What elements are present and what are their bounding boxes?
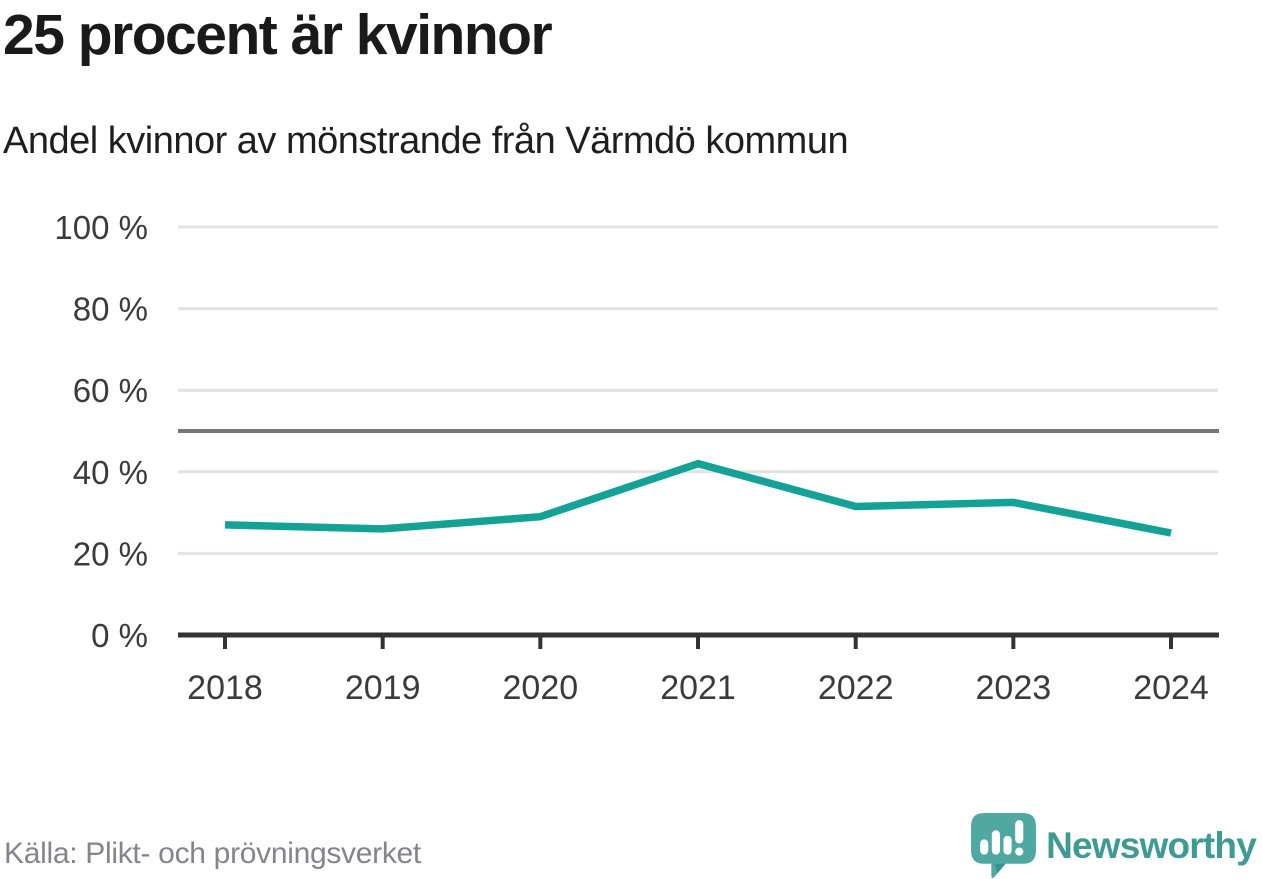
source-caption: Källa: Plikt- och prövningsverket — [4, 837, 421, 870]
x-tick-label: 2019 — [345, 669, 421, 707]
newsworthy-logo-icon — [971, 813, 1037, 879]
x-tick-label: 2018 — [187, 669, 263, 707]
data-line — [224, 459, 1172, 537]
y-tick-label: 40 % — [73, 454, 148, 491]
x-tick-label: 2020 — [503, 669, 579, 707]
x-tick-label: 2023 — [976, 669, 1052, 707]
newsworthy-logo-text: Newsworthy — [1046, 824, 1257, 866]
y-tick-label: 80 % — [73, 291, 148, 328]
x-tick-label: 2021 — [660, 669, 736, 707]
y-tick-label: 0 % — [91, 617, 148, 654]
newsworthy-logo: Newsworthy — [970, 812, 1257, 879]
chart-subtitle: Andel kvinnor av mönstrande från Värmdö … — [3, 120, 849, 162]
y-tick-label: 60 % — [73, 372, 148, 409]
y-tick-label: 100 % — [54, 209, 148, 246]
chart-title: 25 procent är kvinnor — [3, 3, 553, 67]
y-tick-label: 20 % — [73, 535, 148, 572]
x-tick-label: 2024 — [1133, 669, 1209, 707]
logo-bars-icon — [980, 820, 1024, 856]
x-tick-label: 2022 — [818, 669, 894, 707]
